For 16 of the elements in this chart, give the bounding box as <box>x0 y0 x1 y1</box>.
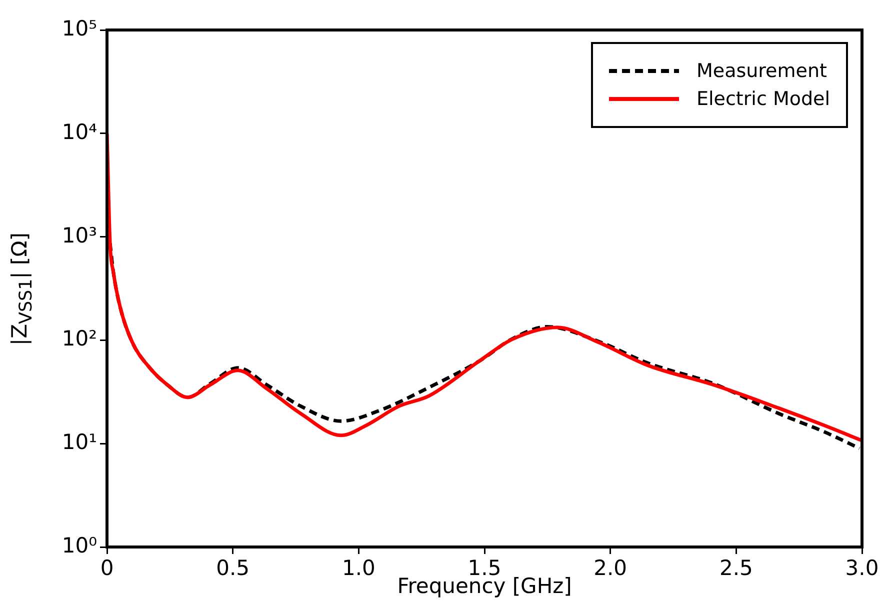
x-tick-label: 1.5 <box>468 556 502 580</box>
legend-label: Measurement <box>696 60 827 82</box>
x-tick-label: 2.0 <box>594 556 628 580</box>
line-series <box>107 132 862 442</box>
x-tick-label: 2.5 <box>719 556 753 580</box>
y-tick-label: 10⁵ <box>62 16 97 40</box>
y-tick-label: 10³ <box>62 223 97 248</box>
y-tick-label: 10⁰ <box>62 533 97 558</box>
x-tick-label: 1.0 <box>342 556 376 580</box>
y-tick-label: 10¹ <box>62 430 97 454</box>
x-tick-label: 3.0 <box>845 556 879 580</box>
x-tick-label: 0.5 <box>216 556 250 580</box>
x-tick-label: 0 <box>100 556 114 580</box>
y-tick-label: 10² <box>62 326 97 351</box>
legend-label: Electric Model <box>696 88 830 110</box>
y-tick-label: 10⁴ <box>62 120 97 144</box>
